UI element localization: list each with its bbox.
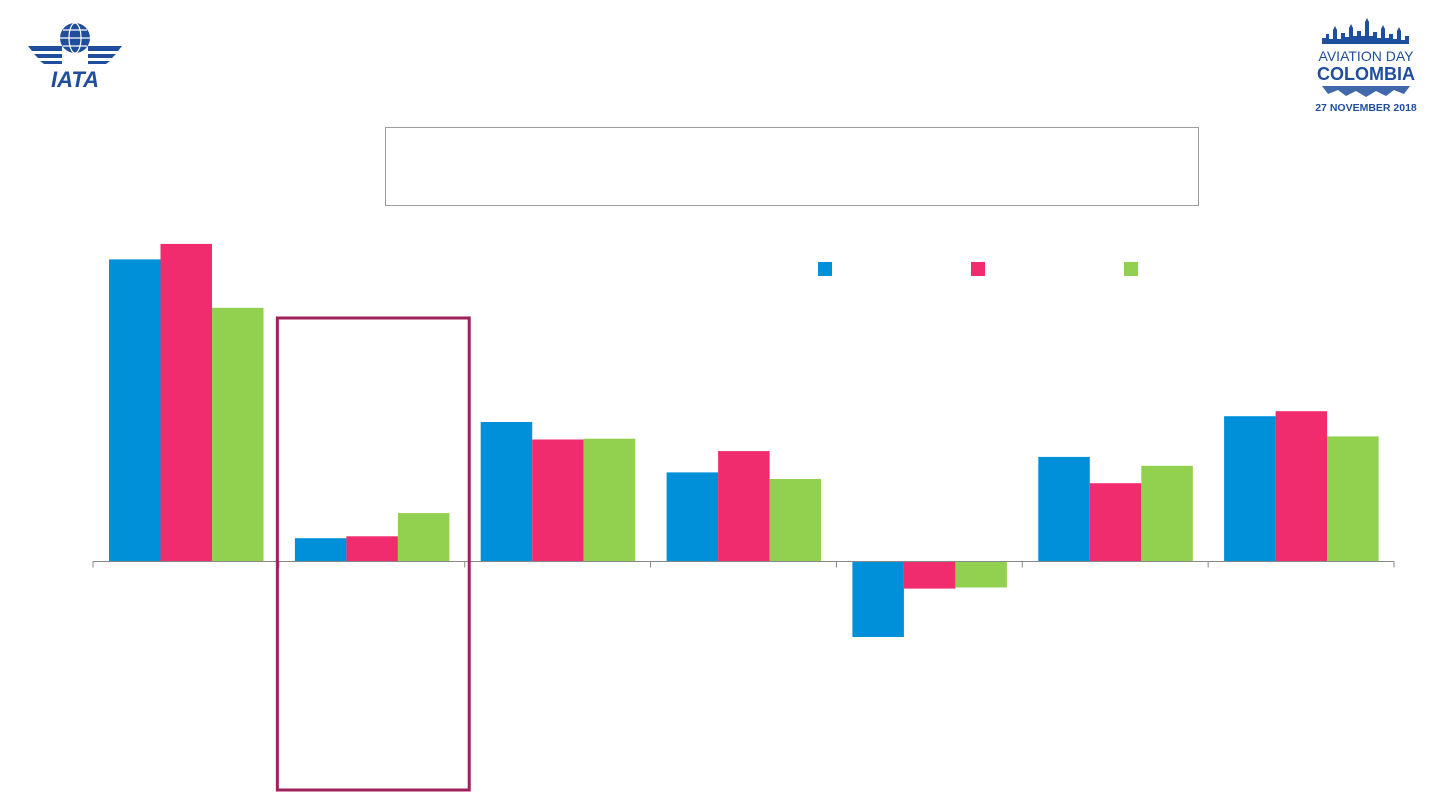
bar-series-1-category-7: [1224, 416, 1276, 562]
title-box: [385, 127, 1199, 206]
bar-series-3-category-3: [583, 438, 636, 562]
legend-swatch-series-1: [818, 262, 832, 276]
bar-series-2-category-6: [1089, 483, 1142, 562]
bar-series-1-category-4: [666, 472, 719, 562]
bar-series-1-category-6: [1038, 456, 1090, 562]
bar-series-2-category-5: [903, 561, 956, 589]
bar-series-1-category-5: [852, 561, 904, 637]
bar-series-2-category-2: [346, 536, 398, 562]
x-axis: [92, 560, 1395, 568]
event-logo-line3: 27 NOVEMBER 2018: [1315, 102, 1417, 114]
bar-series-3-category-4: [769, 479, 822, 562]
bar-series-3-category-7: [1327, 436, 1379, 562]
event-logo-line1: AVIATION DAY: [1319, 48, 1415, 64]
aviation-day-colombia-logo: AVIATION DAY COLOMBIA 27 NOVEMBER 2018: [1315, 18, 1417, 114]
iata-logo: IATA: [28, 22, 122, 90]
bar-series-3-category-6: [1141, 465, 1193, 562]
event-logo-line2: COLOMBIA: [1317, 64, 1415, 84]
bar-series-2-category-7: [1275, 411, 1328, 562]
legend: [818, 262, 1138, 276]
bar-series-1-category-2: [294, 538, 347, 562]
bar-series-3-category-1: [212, 307, 264, 562]
bars-group: [109, 243, 1379, 637]
bar-series-1-category-1: [109, 259, 161, 562]
bar-series-2-category-1: [160, 243, 212, 562]
bar-series-3-category-2: [397, 513, 450, 562]
legend-swatch-series-2: [971, 262, 985, 276]
iata-logo-text: IATA: [51, 67, 99, 90]
bar-series-2-category-4: [718, 451, 770, 562]
legend-swatch-series-3: [1124, 262, 1138, 276]
bar-series-1-category-3: [480, 422, 533, 562]
bar-series-2-category-3: [532, 439, 584, 562]
highlight-frame: [275, 316, 471, 792]
bar-series-3-category-5: [955, 561, 1007, 588]
